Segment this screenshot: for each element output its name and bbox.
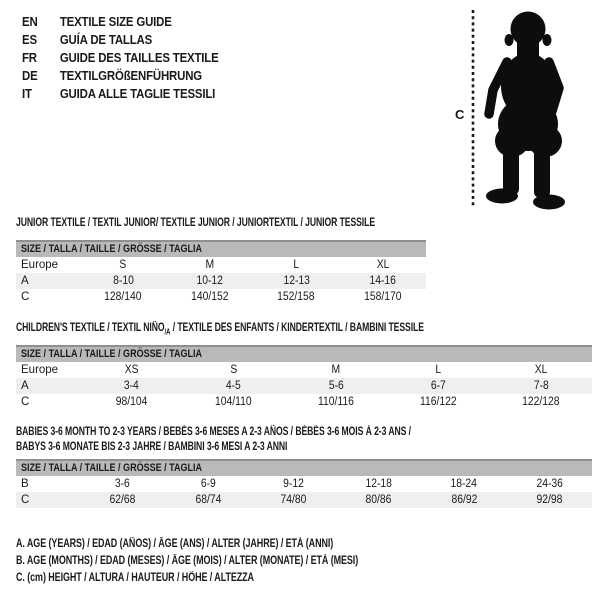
size-cell: 98/104	[115, 396, 148, 408]
size-cell: 68/74	[195, 494, 221, 506]
legend-row: EN TEXTILE SIZE GUIDE	[22, 13, 219, 31]
language-code: FR	[22, 50, 37, 65]
size-cell: XL	[534, 364, 548, 376]
baby-silhouette	[484, 11, 565, 210]
size-cell: 3-6	[115, 478, 131, 490]
size-cell: 122/128	[522, 396, 560, 408]
junior-size-table: SIZE / TALLA / TAILLE / GRÖSSE / TAGLIA …	[16, 240, 426, 305]
size-cell: 18-24	[450, 478, 478, 490]
babies-size-table: SIZE / TALLA / TAILLE / GRÖSSE / TAGLIA …	[16, 459, 592, 508]
children-section-title: CHILDREN'S TEXTILE / TEXTIL NIÑO/A / TEX…	[16, 322, 424, 337]
size-cell: L	[435, 364, 442, 376]
size-cell: 6-9	[200, 478, 216, 490]
babies-title-line1: BABIES 3-6 MONTH TO 2-3 YEARS / BEBÉS 3-…	[16, 426, 411, 438]
size-cell: 140/152	[191, 291, 229, 303]
table-row-europe: Europe S M L XL	[16, 257, 426, 273]
legend-row: DE TEXTILGRÖßENFÜHRUNG	[22, 67, 219, 85]
size-cell: 80/86	[365, 494, 392, 506]
row-label: A	[21, 275, 29, 287]
size-cell: 86/92	[451, 494, 477, 506]
legend-label: TEXTILE SIZE GUIDE	[59, 14, 172, 29]
size-cell: 152/158	[277, 291, 315, 303]
table-row-height: C 62/68 68/74 74/80 80/86 86/92 92/98	[16, 492, 592, 508]
row-label: C	[21, 396, 30, 408]
note-age-months: B. AGE (MONTHS) / EDAD (MESES) / ÂGE (MO…	[16, 555, 359, 567]
table-row-height: C 98/104 104/110 110/116 116/122 122/128	[16, 394, 592, 410]
size-cell: 14-16	[369, 275, 396, 287]
row-label: B	[21, 478, 29, 490]
size-cell: 104/110	[215, 396, 252, 408]
size-cell: S	[119, 259, 127, 271]
size-cell: 92/98	[536, 494, 563, 506]
size-cell: 62/68	[109, 494, 136, 506]
size-cell: 4-5	[226, 380, 242, 392]
size-cell: 6-7	[430, 380, 446, 392]
legend-row: FR GUIDE DES TAILLES TEXTILE	[22, 49, 219, 67]
size-cell: 7-8	[533, 380, 549, 392]
size-cell: 116/122	[420, 396, 457, 408]
legend-label: GUIDE DES TAILLES TEXTILE	[59, 50, 219, 65]
junior-section-title: JUNIOR TEXTILE / TEXTIL JUNIOR/ TEXTILE …	[16, 217, 376, 229]
size-cell: M	[205, 259, 215, 271]
legend-label: GUÍA DE TALLAS	[59, 32, 153, 47]
size-cell: 5-6	[328, 380, 344, 392]
size-header-row: SIZE / TALLA / TAILLE / GRÖSSE / TAGLIA	[16, 240, 426, 257]
legend-label: GUIDA ALLE TAGLIE TESSILI	[59, 86, 216, 101]
size-cell: 12-13	[283, 275, 310, 287]
size-cell: L	[293, 259, 300, 271]
language-code: ES	[22, 32, 37, 47]
size-cell: XS	[124, 364, 139, 376]
size-cell: 8-10	[112, 275, 134, 287]
size-cell: 74/80	[280, 494, 307, 506]
note-height: C. (cm) HEIGHT / ALTURA / HAUTEUR / HÖHE…	[16, 572, 254, 584]
babies-section-title: BABIES 3-6 MONTH TO 2-3 YEARS / BEBÉS 3-…	[16, 425, 411, 455]
size-cell: 24-36	[536, 478, 563, 490]
table-row-europe: Europe XS S M L XL	[16, 362, 592, 378]
size-cell: 10-12	[196, 275, 223, 287]
legend-label: TEXTILGRÖßENFÜHRUNG	[59, 68, 203, 83]
size-cell: 9-12	[282, 478, 304, 490]
footnotes: A. AGE (YEARS) / EDAD (AÑOS) / ÂGE (ANS)…	[16, 536, 455, 587]
row-label: Europe	[21, 259, 59, 271]
language-code: IT	[22, 86, 32, 101]
row-label: C	[21, 291, 30, 303]
language-legend: EN TEXTILE SIZE GUIDE ES GUÍA DE TALLAS …	[22, 13, 219, 103]
size-cell: M	[331, 364, 341, 376]
children-size-table: SIZE / TALLA / TAILLE / GRÖSSE / TAGLIA …	[16, 345, 592, 410]
note-age-years: A. AGE (YEARS) / EDAD (AÑOS) / ÂGE (ANS)…	[16, 538, 334, 550]
row-label: A	[21, 380, 29, 392]
language-code: EN	[22, 14, 38, 29]
row-label: Europe	[21, 364, 59, 376]
size-cell: 12-18	[365, 478, 392, 490]
table-row-age: A 3-4 4-5 5-6 6-7 7-8	[16, 378, 592, 394]
baby-silhouette-figure	[471, 10, 565, 210]
size-cell: 128/140	[104, 291, 142, 303]
height-marker-label: C	[455, 107, 465, 122]
size-cell: S	[230, 364, 238, 376]
size-cell: XL	[376, 259, 390, 271]
title-subscript: /A	[164, 327, 171, 337]
language-code: DE	[22, 68, 38, 83]
row-label: C	[21, 494, 30, 506]
size-cell: 3-4	[123, 380, 139, 392]
table-row-height: C 128/140 140/152 152/158 158/170	[16, 289, 426, 305]
size-header-row: SIZE / TALLA / TAILLE / GRÖSSE / TAGLIA	[16, 459, 592, 476]
legend-row: ES GUÍA DE TALLAS	[22, 31, 219, 49]
legend-row: IT GUIDA ALLE TAGLIE TESSILI	[22, 85, 219, 103]
table-row-age: A 8-10 10-12 12-13 14-16	[16, 273, 426, 289]
size-cell: 110/116	[318, 396, 354, 408]
size-cell: 158/170	[364, 291, 402, 303]
table-row-months: B 3-6 6-9 9-12 12-18 18-24 24-36	[16, 476, 592, 492]
babies-title-line2: BABYS 3-6 MONATE BIS 2-3 JAHRE / BAMBINI…	[16, 441, 288, 453]
size-header-row: SIZE / TALLA / TAILLE / GRÖSSE / TAGLIA	[16, 345, 592, 362]
